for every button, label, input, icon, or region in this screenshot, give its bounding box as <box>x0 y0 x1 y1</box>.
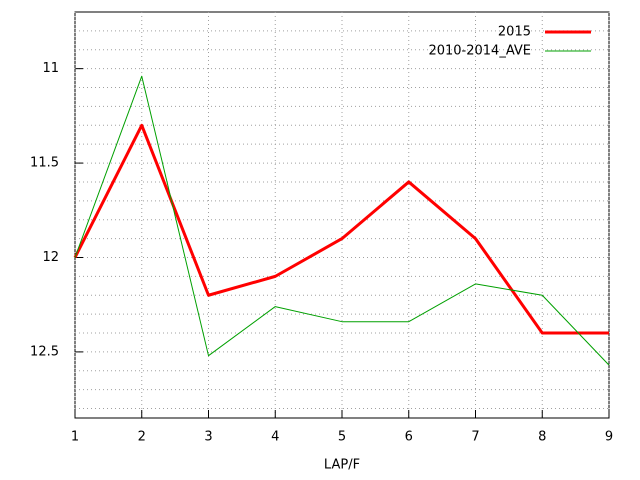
x-tick-label: 9 <box>605 430 613 445</box>
x-tick-label: 3 <box>204 430 212 445</box>
y-tick-label: 11 <box>42 61 59 76</box>
x-tick-label: 5 <box>338 430 346 445</box>
y-tick-label: 12 <box>42 250 59 265</box>
x-tick-label: 4 <box>271 430 279 445</box>
x-axis-label: LAP/F <box>324 458 360 473</box>
legend-label: 2015 <box>498 25 531 40</box>
series-line <box>74 75 610 366</box>
x-tick-label: 2 <box>138 430 146 445</box>
x-tick-label: 6 <box>405 430 413 445</box>
x-tick-label: 1 <box>71 430 79 445</box>
y-tick-label: 12.5 <box>30 344 59 359</box>
x-tick-label: 7 <box>471 430 479 445</box>
y-tick-label: 11.5 <box>30 156 59 171</box>
series-line <box>73 123 609 335</box>
x-tick-label: 8 <box>538 430 546 445</box>
legend-label: 2010-2014_AVE <box>428 44 531 59</box>
